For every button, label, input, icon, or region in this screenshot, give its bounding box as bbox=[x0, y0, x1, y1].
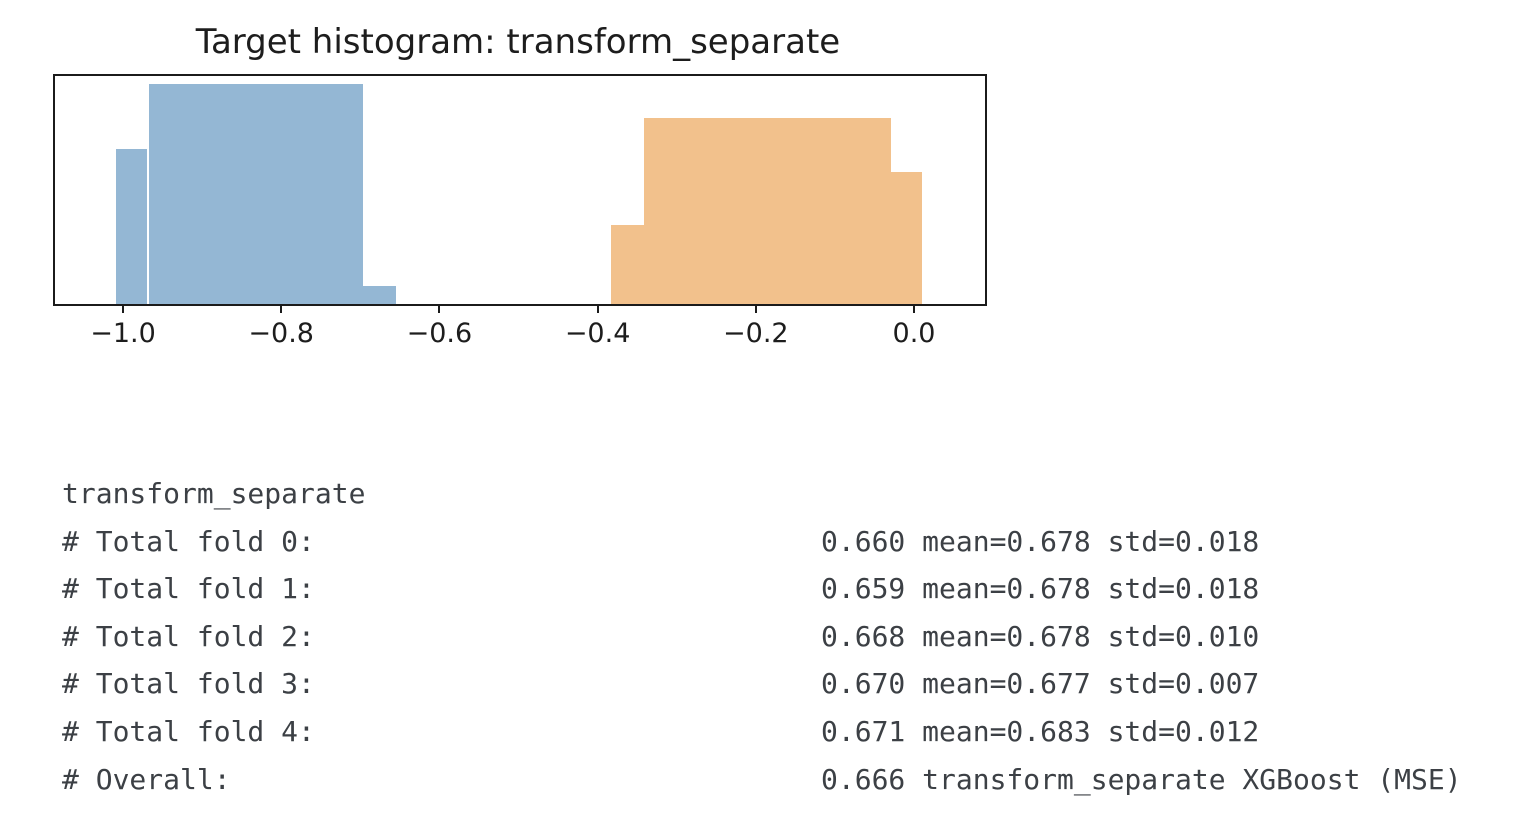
console-line-value: 0.666 transform_separate XGBoost (MSE) bbox=[821, 762, 1462, 796]
x-axis-tick-mark bbox=[280, 304, 283, 313]
console-line: # Total fold 4: 0.671 mean=0.683 std=0.01… bbox=[62, 708, 1522, 756]
histogram-bar-blue-target-cluster bbox=[148, 84, 364, 304]
x-axis-tick-label: −1.0 bbox=[90, 318, 156, 349]
console-line-label: # Total fold 0: bbox=[62, 524, 315, 558]
console-line-label: # Total fold 3: bbox=[62, 667, 315, 701]
x-axis-tick-label: −0.8 bbox=[248, 318, 314, 349]
histogram-bar-orange-target-cluster bbox=[643, 118, 891, 304]
console-line: # Overall: 0.666 transform_separate XGBoo… bbox=[62, 756, 1522, 804]
console-output: transform_separate # Total fold 0: 0.660 m… bbox=[62, 470, 1522, 803]
console-line-label: transform_separate bbox=[62, 477, 366, 510]
x-axis-tick-label: −0.6 bbox=[406, 318, 473, 349]
console-line-value: 0.668 mean=0.678 std=0.010 bbox=[821, 619, 1260, 653]
console-line-label: # Total fold 4: bbox=[62, 714, 315, 748]
histogram-figure: Target histogram: transform_separate −1.… bbox=[0, 0, 1050, 380]
x-axis-tick-mark bbox=[596, 304, 599, 313]
x-axis-tick-label: −0.2 bbox=[723, 318, 789, 349]
histogram-bar-blue-target-cluster bbox=[116, 149, 147, 304]
console-line: # Total fold 2: 0.668 mean=0.678 std=0.01… bbox=[62, 613, 1522, 661]
console-line-label: # Total fold 1: bbox=[62, 572, 315, 606]
x-axis-tick-mark bbox=[754, 304, 757, 313]
histogram-bar-orange-target-cluster bbox=[891, 171, 922, 304]
console-line-value: 0.670 mean=0.677 std=0.007 bbox=[821, 667, 1260, 701]
histogram-bar-blue-target-cluster bbox=[363, 286, 396, 304]
x-axis-tick-mark bbox=[438, 304, 441, 313]
x-axis-tick-label: 0.0 bbox=[892, 318, 936, 349]
console-line-label: # Total fold 2: bbox=[62, 619, 315, 653]
console-line-value: 0.659 mean=0.678 std=0.018 bbox=[821, 572, 1260, 606]
console-line: # Total fold 1: 0.659 mean=0.678 std=0.01… bbox=[62, 565, 1522, 613]
histogram-bar-orange-target-cluster bbox=[610, 224, 644, 304]
console-line: # Total fold 3: 0.670 mean=0.677 std=0.00… bbox=[62, 660, 1522, 708]
console-line-value: 0.660 mean=0.678 std=0.018 bbox=[821, 524, 1260, 558]
chart-title: Target histogram: transform_separate bbox=[195, 22, 841, 62]
console-line-label: # Overall: bbox=[62, 762, 231, 796]
console-line-value: 0.671 mean=0.683 std=0.012 bbox=[821, 714, 1260, 748]
x-axis-tick-mark bbox=[122, 304, 124, 313]
x-axis-tick-mark bbox=[913, 304, 915, 313]
x-axis: −1.0 −0.8 −0.6 −0.4 −0.2 0.0 bbox=[53, 304, 983, 364]
console-line: transform_separate bbox=[62, 470, 1522, 518]
histogram-bars-container bbox=[55, 76, 985, 304]
x-axis-tick-label: −0.4 bbox=[564, 318, 631, 349]
console-line: # Total fold 0: 0.660 mean=0.678 std=0.01… bbox=[62, 518, 1522, 566]
plot-area bbox=[53, 74, 987, 306]
